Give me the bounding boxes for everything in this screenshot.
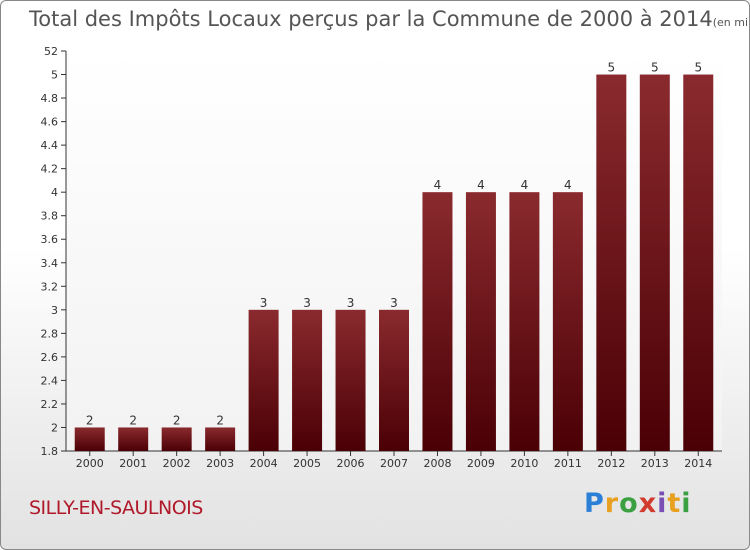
x-tick-label: 2011 bbox=[554, 457, 582, 470]
y-tick-label: 4.8 bbox=[41, 92, 59, 105]
logo-letter-o: o bbox=[619, 488, 639, 519]
bar-value-label: 2 bbox=[86, 413, 94, 427]
y-tick-label: 2.6 bbox=[41, 351, 59, 364]
bar bbox=[161, 427, 192, 451]
logo-letter-i2: i bbox=[681, 488, 692, 519]
y-tick-label: 4.2 bbox=[41, 163, 59, 176]
y-tick-label: 2.2 bbox=[41, 398, 59, 411]
bar-value-label: 5 bbox=[651, 61, 659, 75]
x-tick-label: 2000 bbox=[76, 457, 104, 470]
x-tick-label: 2007 bbox=[380, 457, 408, 470]
bar-value-label: 3 bbox=[303, 296, 311, 310]
x-tick-label: 2014 bbox=[684, 457, 712, 470]
x-tick-label: 2012 bbox=[597, 457, 625, 470]
y-tick-label: 2 bbox=[51, 421, 58, 434]
y-tick-label: 3 bbox=[51, 304, 58, 317]
x-tick-label: 2013 bbox=[641, 457, 669, 470]
proxiti-logo[interactable]: Proxiti bbox=[584, 488, 692, 519]
bar bbox=[118, 427, 149, 451]
y-tick-label: 52 bbox=[44, 45, 58, 58]
bar bbox=[596, 74, 627, 451]
bar-value-label: 2 bbox=[129, 413, 137, 427]
x-tick-label: 2009 bbox=[467, 457, 495, 470]
bar bbox=[292, 309, 323, 451]
y-tick-label: 3.6 bbox=[41, 233, 59, 246]
bar-value-label: 5 bbox=[608, 61, 616, 75]
x-tick-label: 2003 bbox=[206, 457, 234, 470]
bar bbox=[639, 74, 670, 451]
y-tick-label: 1.8 bbox=[41, 445, 59, 458]
bar bbox=[422, 192, 453, 452]
y-tick-label: 4 bbox=[51, 186, 58, 199]
bar-value-label: 4 bbox=[477, 178, 485, 192]
chart-title-text: Total des Impôts Locaux perçus par la Co… bbox=[29, 7, 713, 31]
logo-letter-p: P bbox=[584, 488, 605, 519]
bar-value-label: 2 bbox=[216, 413, 224, 427]
bar bbox=[248, 309, 279, 451]
x-tick-label: 2005 bbox=[293, 457, 321, 470]
bar bbox=[552, 192, 583, 452]
commune-name: SILLY-EN-SAULNOIS bbox=[29, 497, 203, 519]
bar-value-label: 3 bbox=[347, 296, 355, 310]
y-tick-label: 4.6 bbox=[41, 116, 59, 129]
x-tick-label: 2002 bbox=[163, 457, 191, 470]
logo-letter-i: i bbox=[657, 488, 668, 519]
bar-value-label: 2 bbox=[173, 413, 181, 427]
chart-title-unit: (en milliers d'€) bbox=[712, 16, 749, 29]
y-tick-label: 5 bbox=[51, 69, 58, 82]
bar-value-label: 3 bbox=[260, 296, 268, 310]
y-tick-label: 2.8 bbox=[41, 327, 59, 340]
y-tick-label: 4.4 bbox=[41, 139, 59, 152]
bar bbox=[205, 427, 236, 451]
y-tick-label: 3.8 bbox=[41, 210, 59, 223]
bar-value-label: 3 bbox=[390, 296, 398, 310]
y-tick-label: 3.2 bbox=[41, 280, 59, 293]
logo-letter-t: t bbox=[667, 488, 682, 519]
x-tick-label: 2008 bbox=[423, 457, 451, 470]
x-tick-label: 2010 bbox=[510, 457, 538, 470]
bar-value-label: 4 bbox=[521, 178, 529, 192]
x-tick-label: 2006 bbox=[337, 457, 365, 470]
chart-title: Total des Impôts Locaux perçus par la Co… bbox=[29, 7, 749, 31]
y-tick-label: 2.4 bbox=[41, 374, 59, 387]
y-tick-label: 3.4 bbox=[41, 257, 59, 270]
bar-value-label: 4 bbox=[434, 178, 442, 192]
bar bbox=[509, 192, 540, 452]
bar bbox=[74, 427, 105, 451]
bar-value-label: 5 bbox=[694, 61, 702, 75]
bar bbox=[335, 309, 366, 451]
logo-letter-r: r bbox=[604, 488, 620, 519]
bar bbox=[465, 192, 496, 452]
bar bbox=[683, 74, 714, 451]
x-tick-label: 2004 bbox=[250, 457, 278, 470]
bar-value-label: 4 bbox=[564, 178, 572, 192]
bar bbox=[379, 309, 409, 451]
x-tick-label: 2001 bbox=[119, 457, 147, 470]
logo-letter-x: x bbox=[638, 488, 658, 519]
